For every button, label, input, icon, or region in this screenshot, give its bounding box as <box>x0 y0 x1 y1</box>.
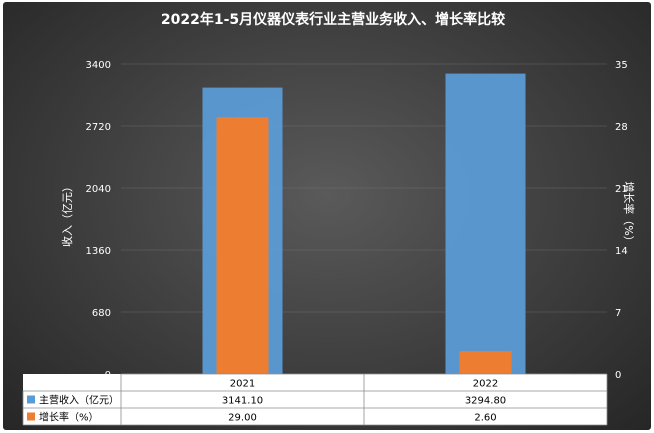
y-tick-label-left: 2720 <box>86 122 111 133</box>
y-tick-label-left: 3400 <box>86 60 111 71</box>
chart-frame: 2022年1-5月仪器仪表行业主营业务收入、增长率比较 006807136014… <box>3 2 651 430</box>
chart-canvas: 2022年1-5月仪器仪表行业主营业务收入、增长率比较 006807136014… <box>22 11 636 426</box>
legend-key <box>27 412 35 421</box>
legend-label: 增长率（%） <box>39 411 99 424</box>
y-axis-title-left: 收入（亿元） <box>60 181 74 247</box>
bar-growth-2021 <box>216 117 269 375</box>
bar-growth-2022 <box>459 350 512 374</box>
legend-key <box>27 395 35 404</box>
y-tick-label-left: 2040 <box>86 184 111 195</box>
legend-label: 主营收入（亿元） <box>39 394 119 407</box>
table-value: 3141.10 <box>222 396 263 407</box>
gridlines <box>121 63 607 375</box>
y-tick-label-right: 0 <box>615 370 621 381</box>
table-category-2021: 2021 <box>230 379 255 390</box>
data-table-background <box>23 374 607 425</box>
chart-title: 2022年1-5月仪器仪表行业主营业务收入、增长率比较 <box>161 11 505 28</box>
y-tick-label-right: 21 <box>615 184 628 195</box>
bar--2022 <box>445 73 526 374</box>
y-tick-label-right: 7 <box>615 308 621 319</box>
y-axis-title-right: 增长率（%） <box>622 181 636 246</box>
y-tick-label-right: 14 <box>615 246 628 257</box>
y-tick-label-left: 1360 <box>86 246 111 257</box>
table-value: 3294.80 <box>465 396 506 407</box>
data-table: 2021 2022 主营收入（亿元） 3141.10 3294.80 增长率（%） 29.0… <box>22 373 608 426</box>
y-tick-label-right: 35 <box>615 60 628 71</box>
y-tick-label-left: 680 <box>92 308 111 319</box>
table-value: 29.00 <box>228 413 257 424</box>
table-value: 2.60 <box>474 413 496 424</box>
tick-labels: 006807136014204021272028340035 <box>86 60 628 381</box>
bars <box>202 73 526 375</box>
y-tick-label-right: 28 <box>615 122 628 133</box>
table-category-2022: 2022 <box>473 379 498 390</box>
